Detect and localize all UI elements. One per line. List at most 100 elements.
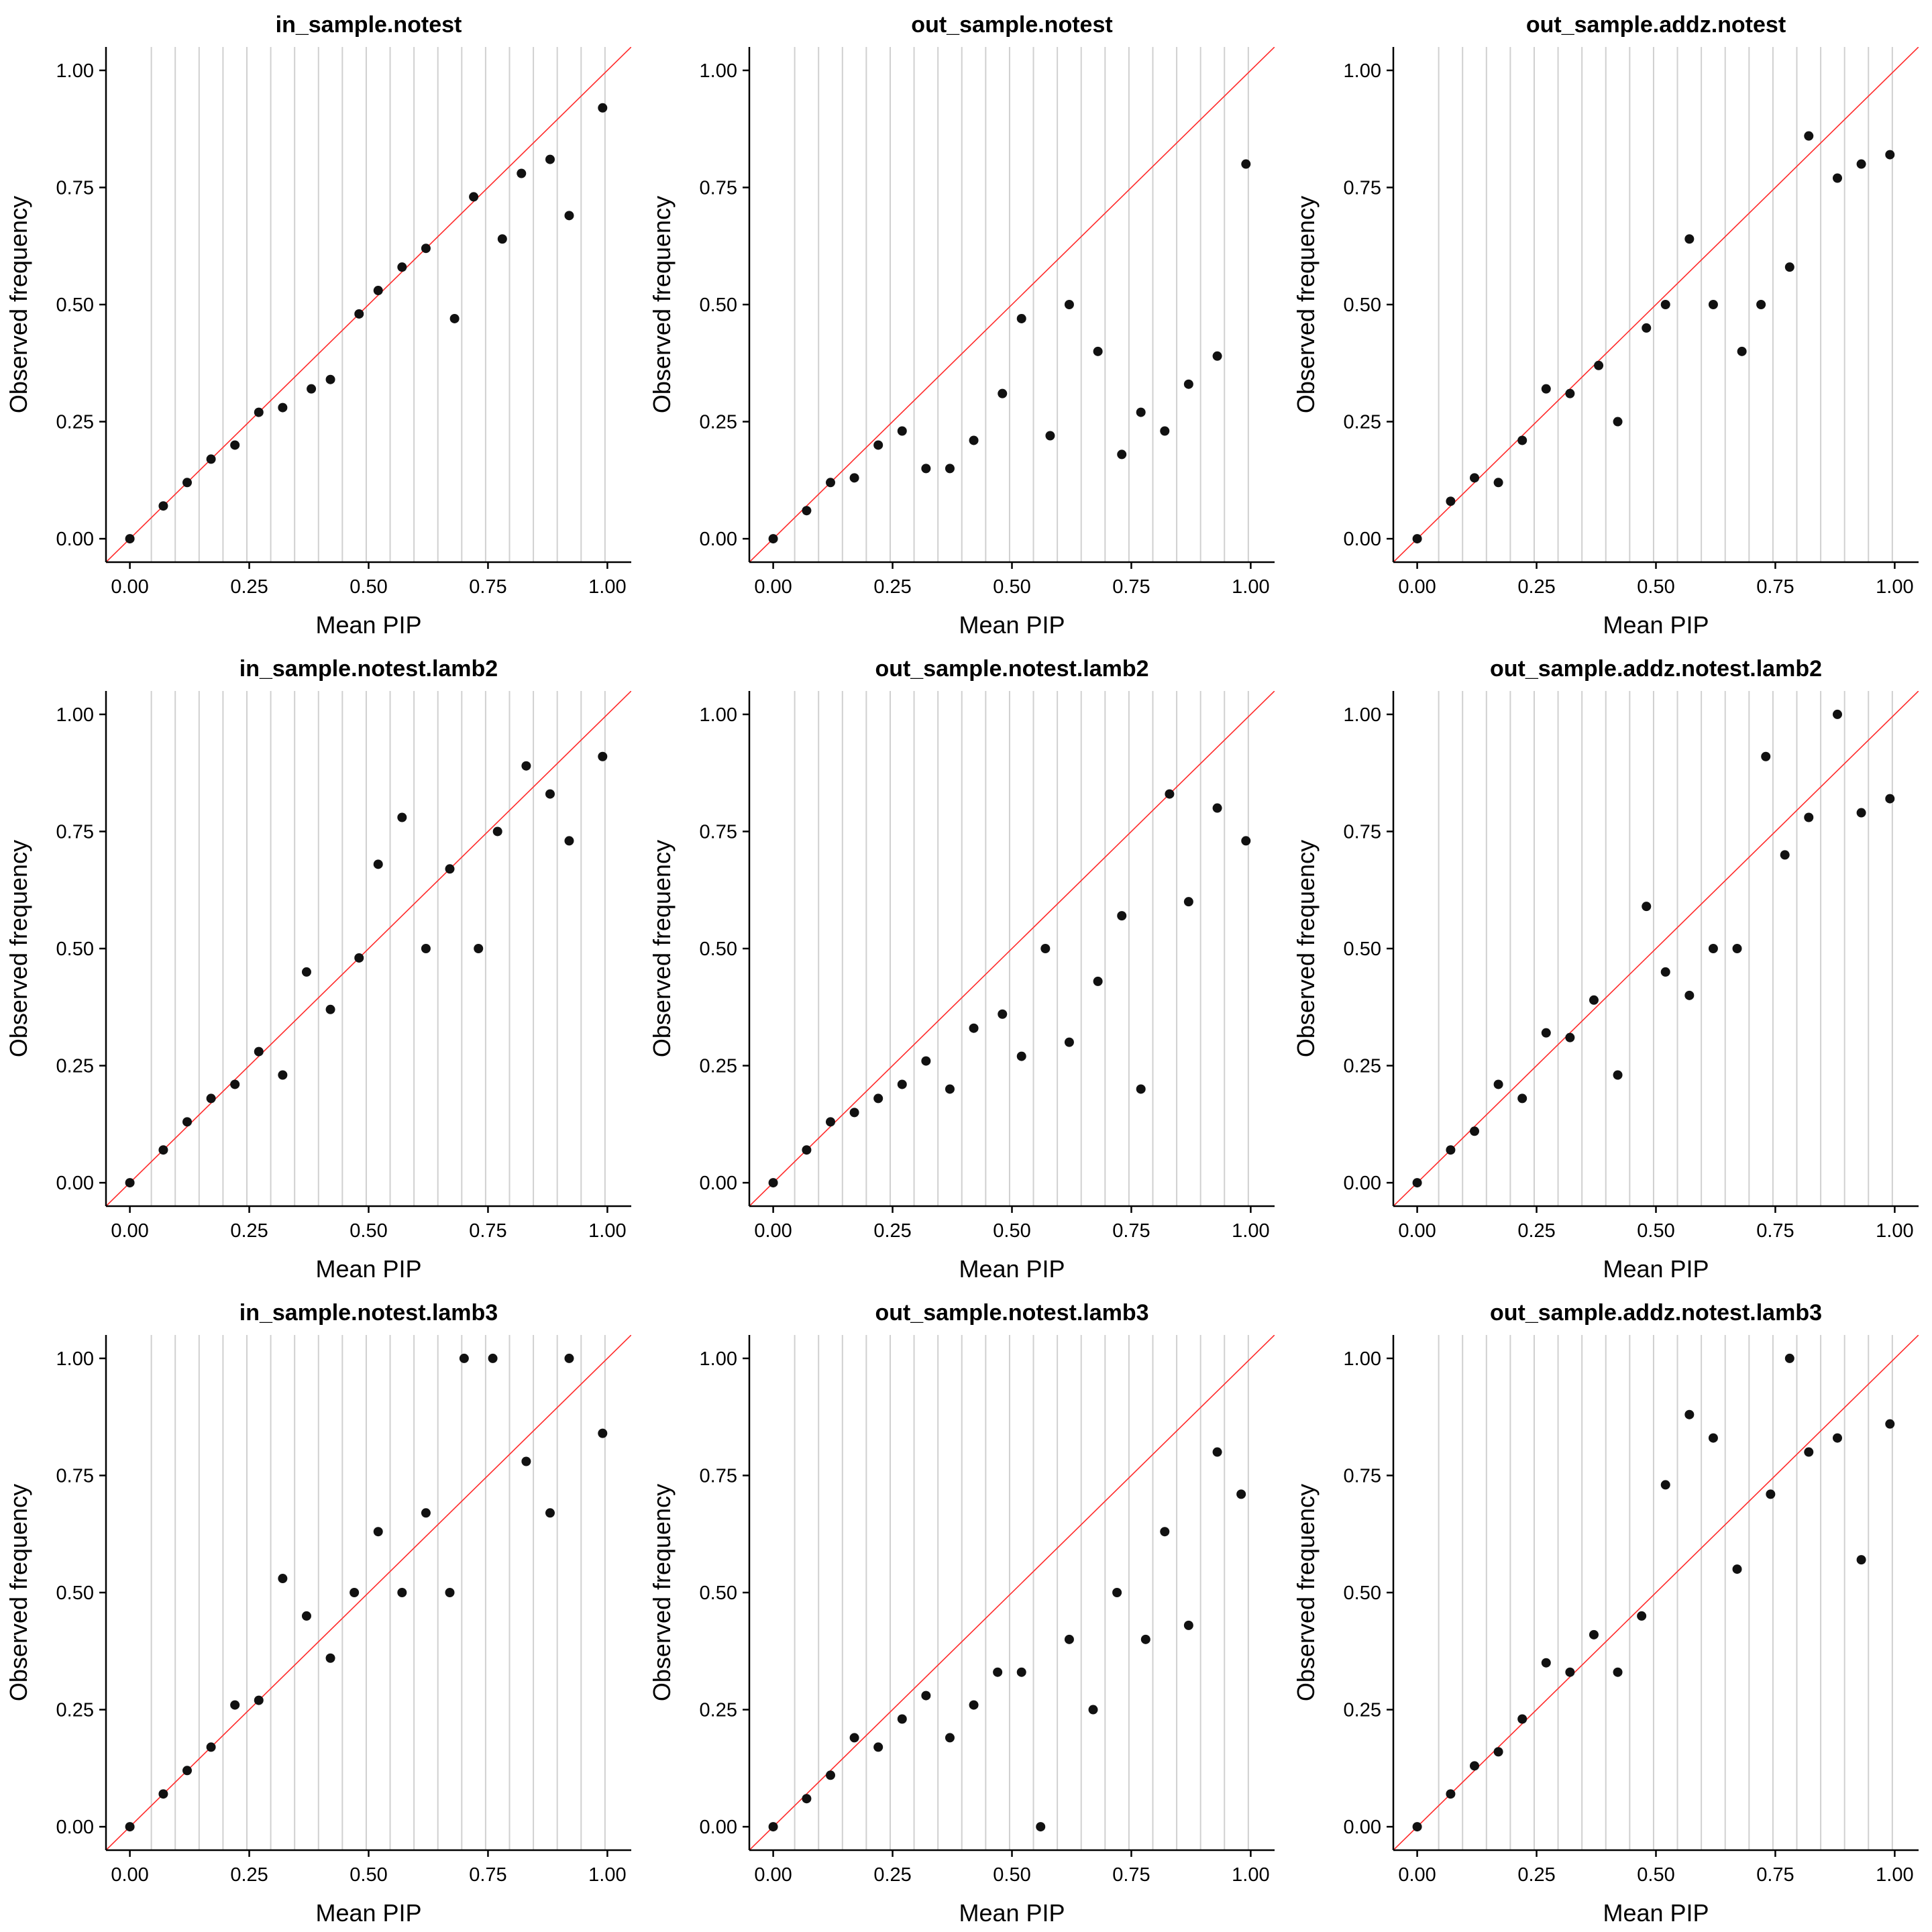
- data-point: [521, 761, 531, 771]
- data-point: [497, 234, 507, 244]
- x-tick-label: 0.00: [1398, 576, 1436, 598]
- data-point: [598, 1428, 608, 1438]
- y-tick-label: 1.00: [56, 704, 94, 726]
- data-point: [1832, 709, 1842, 719]
- data-point: [325, 1004, 335, 1014]
- data-point: [125, 534, 135, 544]
- panel-title: out_sample.notest.lamb3: [875, 1300, 1148, 1326]
- y-tick-label: 0.50: [1344, 294, 1381, 316]
- y-tick-label: 0.75: [56, 1465, 94, 1487]
- data-point: [1732, 1564, 1742, 1574]
- y-tick-label: 0.25: [56, 412, 94, 433]
- y-tick-label: 0.25: [700, 1700, 737, 1721]
- x-tick-label: 0.75: [1756, 1864, 1794, 1886]
- data-point: [449, 313, 460, 323]
- y-tick-label: 0.75: [1344, 177, 1381, 199]
- data-point: [598, 103, 608, 113]
- data-point: [564, 1353, 574, 1363]
- data-point: [849, 1108, 859, 1118]
- y-tick-label: 0.00: [700, 1817, 737, 1838]
- reference-line-group: [1393, 691, 1919, 1206]
- data-points: [1412, 1353, 1895, 1832]
- data-point: [1412, 534, 1422, 544]
- data-point: [1093, 346, 1103, 356]
- x-tick-label: 1.00: [1232, 1864, 1269, 1886]
- x-axis-label: Mean PIP: [315, 611, 421, 639]
- data-point: [1613, 1070, 1623, 1080]
- data-point: [206, 454, 216, 464]
- y-tick-label: 0.00: [1344, 529, 1381, 550]
- data-point: [1589, 995, 1599, 1005]
- x-tick-label: 0.25: [873, 1220, 911, 1242]
- data-point: [354, 309, 364, 319]
- x-tick-label: 0.75: [1112, 576, 1150, 598]
- y-axis-label: Observed frequency: [1292, 1484, 1320, 1701]
- data-point: [421, 244, 431, 254]
- data-point: [1565, 388, 1575, 398]
- data-point: [278, 1574, 288, 1584]
- y-tick-label: 1.00: [700, 60, 737, 82]
- data-point: [488, 1353, 498, 1363]
- x-tick-label: 0.25: [1517, 1220, 1555, 1242]
- data-point: [254, 407, 264, 417]
- data-point: [969, 1700, 979, 1710]
- y-tick-label: 0.50: [56, 1582, 94, 1604]
- x-tick-label: 0.25: [873, 576, 911, 598]
- x-tick-label: 0.00: [754, 1864, 792, 1886]
- x-axis-label: Mean PIP: [959, 1255, 1065, 1283]
- calibration-panel: 0.00 0.00 0.25 0.25 0.50 0.50 0.75 0.75 1.00 1.00…: [648, 12, 1275, 639]
- x-tick-label: 1.00: [588, 1864, 626, 1886]
- data-point: [1045, 431, 1055, 441]
- data-point: [158, 501, 168, 511]
- data-point: [254, 1046, 264, 1057]
- data-point: [1446, 496, 1456, 506]
- x-tick-label: 0.50: [350, 576, 387, 598]
- data-point: [301, 967, 311, 977]
- y-tick-label: 0.25: [1344, 1056, 1381, 1077]
- data-point: [1660, 967, 1670, 977]
- calibration-panel: 0.00 0.00 0.25 0.25 0.50 0.50 0.75 0.75 1.00 1.00…: [5, 12, 631, 639]
- x-tick-label: 1.00: [1876, 1220, 1913, 1242]
- y-tick-label: 0.50: [1344, 938, 1381, 960]
- panel-title: in_sample.notest.lamb3: [239, 1300, 498, 1326]
- data-point: [397, 1588, 407, 1597]
- data-point: [1212, 1447, 1222, 1457]
- x-tick-label: 0.50: [350, 1220, 387, 1242]
- data-point: [921, 1690, 931, 1701]
- data-point: [1212, 351, 1222, 361]
- data-point: [802, 1794, 812, 1804]
- data-point: [206, 1742, 216, 1752]
- data-point: [307, 384, 317, 394]
- x-tick-label: 0.25: [230, 576, 268, 598]
- data-point: [1761, 751, 1771, 761]
- panel-title: out_sample.notest.lamb2: [875, 656, 1148, 682]
- data-point: [1684, 1409, 1695, 1419]
- x-axis-label: Mean PIP: [315, 1899, 421, 1927]
- x-tick-label: 0.25: [230, 1864, 268, 1886]
- data-point: [1165, 789, 1175, 799]
- x-tick-label: 0.50: [350, 1864, 387, 1886]
- y-tick-label: 0.00: [56, 1817, 94, 1838]
- reference-line: [749, 47, 1275, 562]
- panel-title: out_sample.addz.notest.lamb3: [1490, 1300, 1822, 1326]
- x-tick-label: 0.75: [1756, 1220, 1794, 1242]
- data-point: [1117, 449, 1127, 460]
- y-tick-label: 1.00: [700, 704, 737, 726]
- data-point: [1160, 1527, 1170, 1537]
- data-point: [1856, 159, 1866, 169]
- data-point: [1517, 1714, 1527, 1724]
- x-tick-label: 0.00: [111, 576, 148, 598]
- data-point: [1040, 944, 1051, 953]
- data-point: [1470, 473, 1480, 483]
- data-point: [1136, 407, 1146, 417]
- x-tick-label: 0.25: [1517, 1864, 1555, 1886]
- y-tick-label: 1.00: [56, 60, 94, 82]
- y-tick-label: 0.25: [700, 412, 737, 433]
- y-tick-label: 0.50: [700, 294, 737, 316]
- grid-lines: [1438, 691, 1893, 1206]
- y-tick-label: 0.00: [700, 1173, 737, 1194]
- data-point: [945, 464, 955, 474]
- data-point: [373, 1527, 383, 1537]
- y-tick-label: 0.00: [1344, 1817, 1381, 1838]
- y-tick-label: 0.50: [1344, 1582, 1381, 1604]
